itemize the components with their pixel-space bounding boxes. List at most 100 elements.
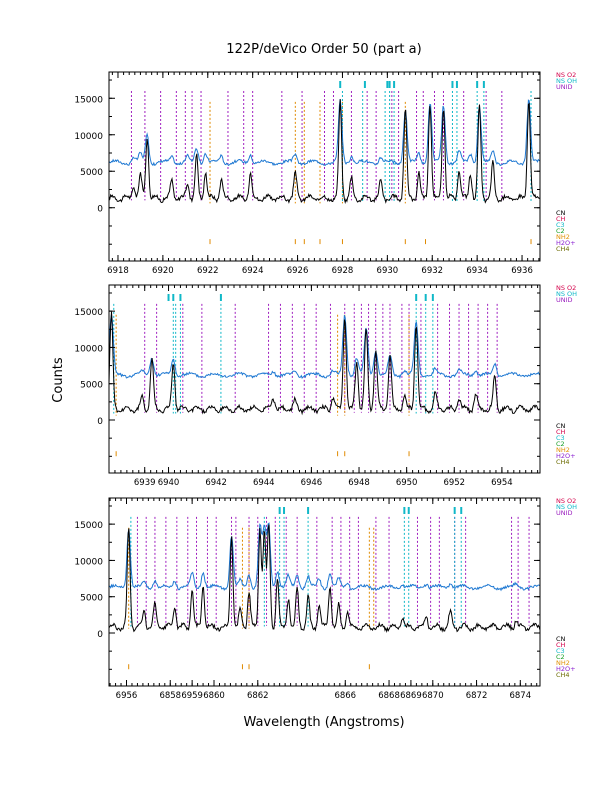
legend-bottom-item: C2 xyxy=(556,440,565,448)
legend-bottom-item: CH xyxy=(556,641,566,649)
x-tick-label: 6934 xyxy=(466,266,488,276)
x-tick-label: 6920 xyxy=(152,266,174,276)
x-tick-label: 6932 xyxy=(421,266,443,276)
legend-bottom-item: H2O+ xyxy=(556,239,576,247)
x-tick-label: 6858 xyxy=(159,691,181,701)
x-axis: 6918 6920 6922 6924 6926 6928 6930 6932 6934 6936 xyxy=(107,72,540,276)
y-tick-label: 0 xyxy=(97,205,103,215)
x-tick-label: 6944 xyxy=(253,478,275,488)
line-identifications xyxy=(128,507,530,670)
y-axis: 0 5000 10000 15000 xyxy=(74,292,540,457)
x-tick-label: 6930 xyxy=(377,266,399,276)
figure-title: 122P/deVico Order 50 (part a) xyxy=(226,42,421,57)
legend-bottom-item: C3 xyxy=(556,434,565,442)
x-tick-label: 6940 xyxy=(158,478,180,488)
x-tick-label: 6868 xyxy=(378,691,400,701)
legend-top-item: UNID xyxy=(556,296,573,304)
legend-top-item: NS O2 xyxy=(556,71,576,79)
y-axis: 0 5000 10000 15000 xyxy=(74,505,540,670)
legend-bottom-item: NH2 xyxy=(556,659,570,667)
x-tick-label: 6956 xyxy=(116,691,138,701)
y-axis-label: Counts xyxy=(51,357,66,403)
x-axis-label: Wavelength (Angstroms) xyxy=(243,715,404,730)
y-tick-label: 0 xyxy=(97,630,103,640)
legend-top-item: UNID xyxy=(556,509,573,517)
legend-bottom-item: C3 xyxy=(556,221,565,229)
x-tick-label: 6872 xyxy=(466,691,488,701)
x-tick-label: 6860 xyxy=(203,691,225,701)
x-tick-label: 6862 xyxy=(247,691,269,701)
x-tick-label: 6922 xyxy=(197,266,219,276)
x-tick-label: 6959 xyxy=(181,691,203,701)
spectrum-data xyxy=(109,311,540,416)
legend-bottom-item: CN xyxy=(556,209,566,217)
x-axis: 6939 6940 6942 6944 6946 6948 6950 6952 6954 xyxy=(108,285,539,488)
legend-bottom-item: CH xyxy=(556,428,566,436)
legend-top-item: NS OH xyxy=(556,290,577,298)
legend-bottom-item: H2O+ xyxy=(556,665,576,673)
legend-bottom-item: C2 xyxy=(556,653,565,661)
x-tick-label: 6869 xyxy=(400,691,422,701)
plot-frame xyxy=(108,284,541,474)
spectrum-data xyxy=(109,522,540,634)
continuum-series xyxy=(109,314,540,380)
legend-top-item: NS OH xyxy=(556,77,577,85)
x-tick-label: 6946 xyxy=(301,478,323,488)
spectrum-data xyxy=(109,99,540,205)
y-tick-label: 10000 xyxy=(74,132,103,142)
y-tick-label: 15000 xyxy=(74,521,103,531)
x-tick-label: 6942 xyxy=(205,478,227,488)
y-tick-label: 5000 xyxy=(80,594,103,604)
continuum-series xyxy=(109,99,540,167)
spectrum-series xyxy=(109,524,540,634)
x-tick-label: 6926 xyxy=(287,266,309,276)
x-tick-label: 6948 xyxy=(348,478,370,488)
legend-bottom-item: C2 xyxy=(556,227,565,235)
spectrum-series xyxy=(109,311,540,416)
x-tick-label: 6870 xyxy=(422,691,444,701)
y-axis: 0 5000 10000 15000 xyxy=(74,79,540,245)
x-tick-label: 6874 xyxy=(509,691,531,701)
spectrum-series xyxy=(109,99,540,205)
legend-top-item: NS O2 xyxy=(556,497,576,505)
y-tick-label: 10000 xyxy=(74,557,103,567)
continuum-series xyxy=(109,522,540,592)
x-tick-label: 6952 xyxy=(443,478,465,488)
plot-frame xyxy=(108,71,541,262)
x-tick-label: 6866 xyxy=(334,691,356,701)
line-identifications xyxy=(113,294,498,457)
line-identifications xyxy=(130,81,532,245)
legend-bottom-item: C3 xyxy=(556,647,565,655)
y-tick-label: 10000 xyxy=(74,344,103,354)
y-tick-label: 15000 xyxy=(74,95,103,105)
x-tick-label: 6954 xyxy=(491,478,513,488)
legend-bottom-item: CN xyxy=(556,422,566,430)
legend-bottom-item: CH4 xyxy=(556,458,570,466)
legend-bottom-item: CH xyxy=(556,215,566,223)
legend-bottom-item: NH2 xyxy=(556,233,570,241)
y-tick-label: 5000 xyxy=(80,168,103,178)
legend-top-item: NS O2 xyxy=(556,284,576,292)
x-axis: 6956 6858 6959 6860 6862 6866 6868 6869 6870 6872… xyxy=(109,498,538,701)
legend-bottom-item: CH4 xyxy=(556,245,570,253)
legend-bottom-item: CH4 xyxy=(556,671,570,679)
y-tick-label: 0 xyxy=(97,417,103,427)
x-tick-label: 6936 xyxy=(511,266,533,276)
legend-bottom-item: NH2 xyxy=(556,446,570,454)
legend-top-item: NS OH xyxy=(556,503,577,511)
legend-top-item: UNID xyxy=(556,83,573,91)
x-tick-label: 6918 xyxy=(107,266,129,276)
x-tick-label: 6924 xyxy=(242,266,264,276)
